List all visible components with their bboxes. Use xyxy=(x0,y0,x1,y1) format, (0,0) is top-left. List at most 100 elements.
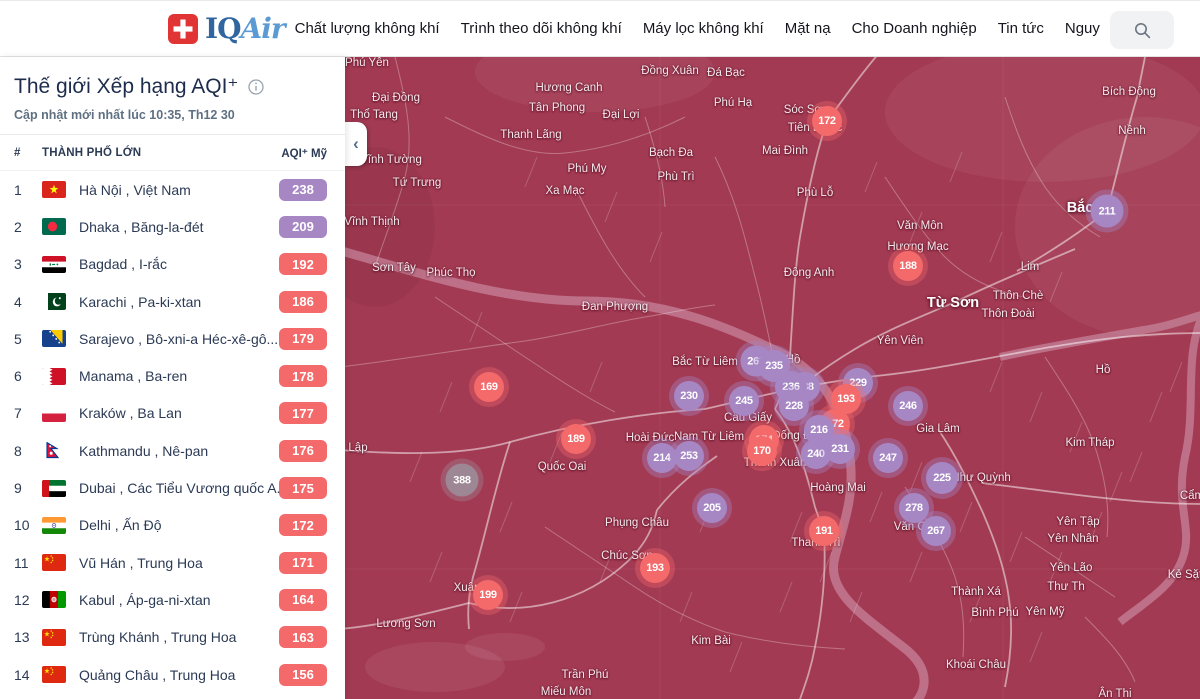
map-place-label: Bắc Từ Liêm xyxy=(672,356,738,368)
iqair-logo[interactable]: IQAir xyxy=(168,12,286,45)
city-name: Manama , Ba-ren xyxy=(79,368,188,385)
nav-item[interactable]: Mặt nạ xyxy=(784,20,831,37)
nav: Chất lượng không khí Trình theo dõi không… xyxy=(295,16,1100,41)
ranking-row[interactable]: 1 Hà Nội , Việt Nam 238 xyxy=(0,171,345,208)
ranking-row[interactable]: 7 Kraków , Ba Lan 177 xyxy=(0,395,345,432)
ranking-row[interactable]: 3 Bagdad , I-rắc 192 xyxy=(0,246,345,283)
map-place-label: Yên Tập xyxy=(1056,516,1100,528)
ranking-row[interactable]: 10 Delhi , Ấn Độ 172 xyxy=(0,507,345,544)
rank-number: 12 xyxy=(14,591,30,608)
city-name: Delhi , Ấn Độ xyxy=(79,517,162,534)
aqi-map-marker[interactable]: 199 xyxy=(473,580,503,610)
search-button[interactable] xyxy=(1110,11,1174,49)
nav-item[interactable]: Cho Doanh nghiệp xyxy=(851,20,977,37)
ranking-column-headers: # THÀNH PHỐ LỚN AQI⁺ Mỹ xyxy=(0,135,345,171)
ranking-row[interactable]: 12 Kabul , Áp-ga-ni-xtan 164 xyxy=(0,581,345,618)
ranking-row[interactable]: 8 Kathmandu , Nê-pan 176 xyxy=(0,432,345,469)
aqi-map-marker[interactable]: 172 xyxy=(812,106,842,136)
ranking-row[interactable]: 14 Quảng Châu , Trung Hoa 156 xyxy=(0,656,345,693)
aqi-badge: 156 xyxy=(279,663,327,686)
ranking-row[interactable]: 4 Karachi , Pa-ki-xtan 186 xyxy=(0,283,345,320)
map-place-label: Lim xyxy=(1020,261,1040,273)
aqi-map-marker[interactable]: 253 xyxy=(674,441,704,471)
country-flag-icon xyxy=(42,628,66,646)
map-place-label: Đại Đồng xyxy=(372,92,420,104)
column-aqi: AQI⁺ Mỹ xyxy=(281,147,327,160)
panel-collapse-button[interactable]: ‹ xyxy=(345,122,367,166)
map-place-label: Phú My xyxy=(567,163,607,175)
page-title: Thế giới Xếp hạng AQI⁺ xyxy=(14,75,239,98)
iqair-cross-icon xyxy=(168,13,198,44)
map-place-label: Bình Phú xyxy=(971,607,1019,619)
country-flag-icon xyxy=(42,591,66,609)
nav-item[interactable]: Máy lọc không khí xyxy=(642,20,764,37)
aqi-badge: 172 xyxy=(279,514,327,537)
aqi-badge: 163 xyxy=(279,626,327,649)
aqi-badge: 179 xyxy=(279,327,327,350)
map-place-label: Khoái Châu xyxy=(945,659,1007,671)
ranking-row[interactable]: 5 Sarajevo , Bô-xni-a Héc-xê-gô... 179 xyxy=(0,320,345,357)
aqi-map-marker[interactable]: 235 xyxy=(758,350,790,382)
aqi-badge: 186 xyxy=(279,290,327,313)
aqi-badge: 176 xyxy=(279,439,327,462)
aqi-map-marker[interactable]: 193 xyxy=(640,553,670,583)
aqi-map-marker[interactable]: 388 xyxy=(445,463,479,497)
map-place-label: Phú Hạ xyxy=(713,97,753,109)
nav-item[interactable]: Trình theo dõi không khí xyxy=(460,20,622,37)
map-canvas[interactable]: Phú Yên Đại Đồng Thổ Tang Hương Canh Tân Pho… xyxy=(345,57,1200,699)
aqi-map-marker[interactable]: 191 xyxy=(809,516,839,546)
aqi-map-marker[interactable]: 225 xyxy=(926,462,958,494)
aqi-map-marker[interactable]: 169 xyxy=(474,372,504,402)
city-name: Trùng Khánh , Trung Hoa xyxy=(79,629,237,646)
aqi-map-marker[interactable]: 230 xyxy=(674,381,704,411)
map-place-label: Đan Phượng xyxy=(581,301,649,313)
city-name: Dhaka , Băng-la-đét xyxy=(79,218,204,235)
aqi-map-marker[interactable]: 228 xyxy=(779,391,809,421)
country-flag-icon xyxy=(42,181,66,199)
map-place-label: Thổ Tang xyxy=(350,109,398,121)
aqi-map-marker[interactable]: 211 xyxy=(1090,194,1124,228)
map-place-label: Kim Bài xyxy=(691,635,731,647)
rank-number: 2 xyxy=(14,218,22,235)
aqi-map-marker[interactable]: 205 xyxy=(697,493,727,523)
map-place-label: Chúc Sơn xyxy=(601,550,653,562)
aqi-map-marker[interactable]: 189 xyxy=(561,424,591,454)
chevron-left-icon: ‹ xyxy=(353,134,359,153)
aqi-map-marker[interactable]: 267 xyxy=(921,516,951,546)
ranking-row[interactable]: 9 Dubai , Các Tiểu Vương quốc A... 175 xyxy=(0,469,345,506)
aqi-map-marker[interactable]: 246 xyxy=(893,391,923,421)
ranking-row[interactable]: 6 Manama , Ba-ren 178 xyxy=(0,357,345,394)
map-place-label: Đại Lợi xyxy=(602,109,640,121)
map-place-label: Yên Nhân xyxy=(1047,533,1099,545)
map-place-label: Sơn Tây xyxy=(372,262,416,274)
rank-number: 1 xyxy=(14,181,22,198)
country-flag-icon xyxy=(42,367,66,385)
ranking-row[interactable]: 11 Vũ Hán , Trung Hoa 171 xyxy=(0,544,345,581)
country-flag-icon xyxy=(42,330,66,348)
ranking-row[interactable]: 2 Dhaka , Băng-la-đét 209 xyxy=(0,208,345,245)
aqi-map-marker[interactable]: 214 xyxy=(647,443,677,473)
aqi-map-marker[interactable]: 188 xyxy=(893,251,923,281)
map-place-label: Thanh Lãng xyxy=(500,129,562,141)
aqi-badge: 171 xyxy=(279,551,327,574)
map-place-label: Yên Viên xyxy=(876,335,924,347)
map-place-label: Phù Lỗ xyxy=(796,187,834,199)
nav-item[interactable]: Tin tức xyxy=(997,20,1044,37)
aqi-map-marker[interactable]: 231 xyxy=(825,434,855,464)
map-place-label: Thôn Đoài xyxy=(981,308,1035,320)
map-place-label: Kim Tháp xyxy=(1065,437,1115,449)
aqi-map-marker[interactable]: 170 xyxy=(747,436,777,466)
aqi-map-marker[interactable]: 278 xyxy=(899,493,929,523)
nav-item[interactable]: Chất lượng không khí xyxy=(294,20,440,37)
map-place-label: Quốc Oai xyxy=(537,461,587,473)
map-place-label: Phú Yên xyxy=(345,57,389,69)
aqi-map-marker[interactable]: 245 xyxy=(729,386,759,416)
country-flag-icon xyxy=(42,516,66,534)
country-flag-icon xyxy=(42,479,66,497)
aqi-badge: 177 xyxy=(279,402,327,425)
country-flag-icon xyxy=(42,442,66,460)
aqi-map-marker[interactable]: 247 xyxy=(873,443,903,473)
nav-item[interactable]: Nguy xyxy=(1064,20,1100,37)
ranking-row[interactable]: 13 Trùng Khánh , Trung Hoa 163 xyxy=(0,619,345,656)
info-icon[interactable] xyxy=(247,78,264,95)
